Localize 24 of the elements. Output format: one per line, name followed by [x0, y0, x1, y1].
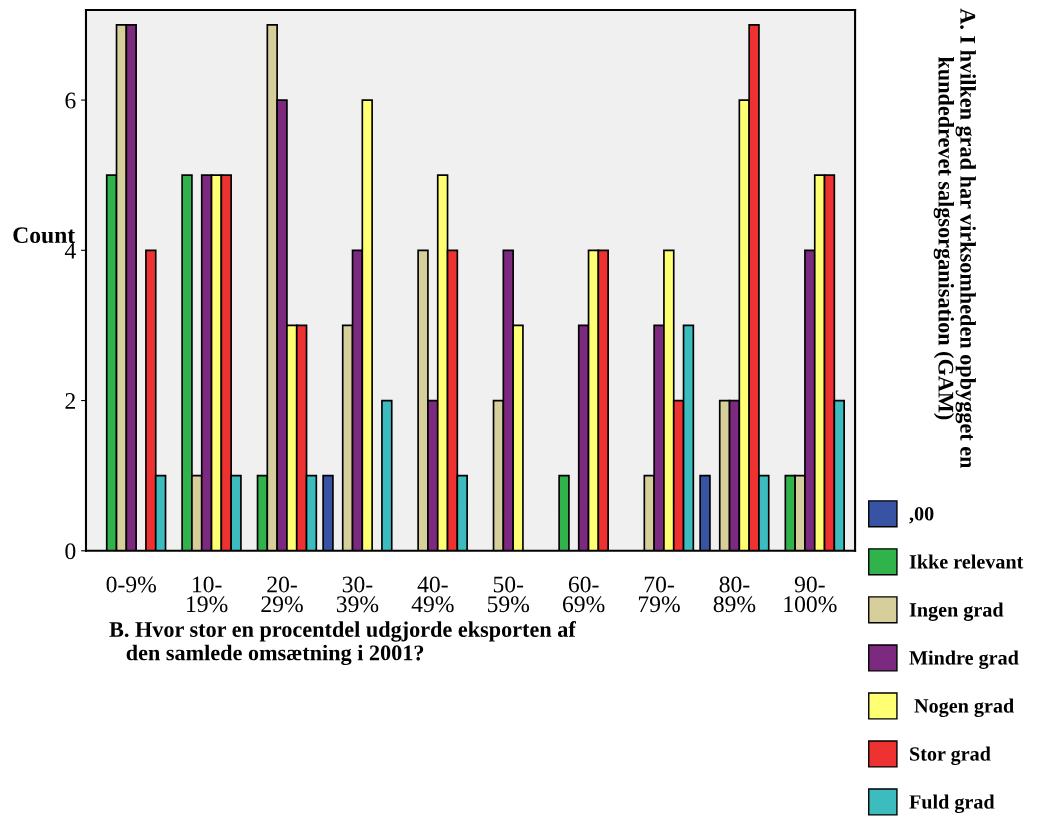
legend-label: Ikke relevant — [909, 554, 1024, 569]
y-tick-label: 6 — [65, 92, 76, 109]
x-tick-label: 10- 19% — [187, 576, 228, 613]
legend-title: A. I hvilken grad har virksomheden opbygget en kundedrevet salgsorganisation (GAM) — [933, 8, 976, 469]
x-tick-label: 50- 59% — [487, 576, 530, 613]
y-tick-label: 4 — [64, 242, 76, 259]
y-tick-label: 0 — [65, 543, 76, 560]
legend-label: ,00 — [909, 506, 934, 524]
legend-label: Ingen grad — [909, 602, 1004, 621]
x-tick-label: 40- 49% — [411, 576, 454, 613]
x-tick-label: 0-9% — [106, 576, 156, 593]
x-tick-label: 90- 100% — [784, 576, 837, 613]
x-tick-label: 30- 39% — [336, 576, 379, 613]
legend-label: Fuld grad — [909, 794, 995, 814]
x-tick-label: 20- 29% — [261, 576, 303, 613]
legend-label: Nogen grad — [914, 698, 1014, 717]
x-tick-label: 60- 69% — [563, 576, 605, 613]
x-tick-label: 80- 89% — [713, 576, 756, 613]
y-tick-label: 2 — [65, 393, 75, 409]
y-axis-title: Count — [13, 227, 76, 244]
legend-label: Mindre grad — [909, 650, 1019, 669]
x-axis-title: B. Hvor stor en procentdel udgjorde eksporten af den samlede omsætning i 2001? — [109, 621, 576, 666]
legend-label: Stor grad — [910, 746, 991, 765]
x-tick-label: 70- 79% — [638, 576, 680, 613]
